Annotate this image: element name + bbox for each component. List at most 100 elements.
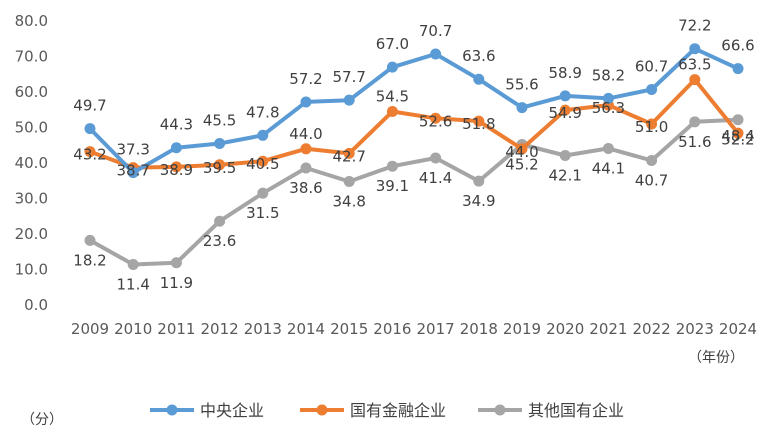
data-point	[430, 152, 442, 164]
data-point	[300, 143, 312, 155]
data-label: 56.3	[592, 99, 625, 117]
data-point	[516, 102, 528, 114]
data-label: 18.2	[73, 251, 106, 269]
series-line	[88, 77, 740, 170]
data-label: 34.8	[332, 192, 365, 210]
y-tick-label: 50.0	[15, 119, 48, 137]
data-point	[559, 90, 571, 102]
x-tick-label: 2009	[71, 320, 109, 338]
legend-marker	[494, 404, 506, 416]
data-label: 44.3	[160, 116, 193, 134]
data-point	[127, 167, 139, 179]
data-point	[689, 74, 701, 86]
x-tick-label: 2016	[373, 320, 411, 338]
data-point	[170, 142, 182, 154]
y-tick-label: 40.0	[15, 154, 48, 172]
data-label: 63.6	[462, 47, 495, 65]
data-point	[257, 155, 269, 167]
data-label: 31.5	[246, 204, 279, 222]
data-label: 52.2	[721, 131, 754, 149]
data-label: 38.7	[116, 162, 149, 180]
data-label: 38.6	[289, 179, 322, 197]
y-tick-label: 60.0	[15, 83, 48, 101]
x-axis-unit-label: （年份）	[688, 350, 744, 366]
data-point	[646, 155, 658, 167]
legend-label: 中央企业	[200, 401, 264, 420]
data-label: 51.8	[462, 115, 495, 133]
x-tick-label: 2023	[676, 320, 714, 338]
data-point	[559, 104, 571, 116]
data-label: 72.2	[678, 17, 711, 35]
data-point	[689, 43, 701, 55]
y-tick-label: 20.0	[15, 225, 48, 243]
data-label: 67.0	[376, 35, 409, 53]
data-point	[127, 259, 139, 271]
data-label: 58.9	[548, 64, 581, 82]
data-point	[84, 234, 96, 246]
y-tick-label: 30.0	[15, 190, 48, 208]
data-point	[170, 161, 182, 173]
data-label: 42.1	[548, 167, 581, 185]
data-label: 45.5	[203, 111, 236, 129]
data-label: 49.7	[73, 97, 106, 115]
data-label: 51.6	[678, 133, 711, 151]
x-tick-label: 2024	[719, 320, 757, 338]
data-label: 44.1	[592, 159, 625, 177]
x-tick-label: 2021	[589, 320, 627, 338]
data-point	[646, 118, 658, 130]
data-point	[430, 112, 442, 124]
series-line	[88, 46, 740, 175]
data-label: 39.1	[376, 177, 409, 195]
data-point	[430, 48, 442, 60]
data-point	[300, 96, 312, 108]
data-point	[170, 257, 182, 269]
y-tick-label: 0.0	[24, 296, 48, 314]
y-tick-label: 70.0	[15, 48, 48, 66]
x-tick-label: 2018	[460, 320, 498, 338]
x-tick-label: 2012	[201, 320, 239, 338]
data-label: 39.5	[203, 159, 236, 177]
data-point	[689, 116, 701, 128]
data-point	[257, 187, 269, 199]
y-tick-label: 80.0	[15, 12, 48, 30]
data-label: 40.5	[246, 155, 279, 173]
data-label: 66.6	[721, 37, 754, 55]
data-label: 51.0	[635, 118, 668, 136]
x-tick-label: 2011	[157, 320, 195, 338]
data-label: 42.7	[332, 147, 365, 165]
data-label: 63.5	[678, 56, 711, 74]
data-label: 44.0	[505, 143, 538, 161]
data-label: 54.9	[548, 104, 581, 122]
legend-marker	[166, 404, 178, 416]
data-point	[473, 115, 485, 127]
data-point	[214, 215, 226, 227]
y-tick-label: 10.0	[15, 261, 48, 279]
data-label: 57.2	[289, 70, 322, 88]
data-label: 58.2	[592, 66, 625, 84]
data-point	[386, 160, 398, 172]
x-tick-label: 2022	[633, 320, 671, 338]
x-tick-label: 2010	[114, 320, 152, 338]
data-point	[732, 114, 744, 126]
data-point	[84, 146, 96, 158]
legend-label: 国有金融企业	[350, 401, 446, 420]
data-label: 48.4	[721, 127, 754, 145]
legend-label: 其他国有企业	[528, 401, 624, 420]
data-label: 43.2	[73, 146, 106, 164]
data-point	[257, 129, 269, 141]
data-point	[732, 127, 744, 139]
data-label: 47.8	[246, 103, 279, 121]
data-point	[732, 63, 744, 75]
data-point	[84, 123, 96, 135]
y-axis-unit-label: （分）	[21, 412, 63, 428]
data-point	[602, 142, 614, 154]
data-label: 57.7	[332, 68, 365, 86]
data-point	[602, 92, 614, 104]
data-label: 38.9	[160, 161, 193, 179]
x-tick-label: 2015	[330, 320, 368, 338]
legend-marker	[316, 404, 328, 416]
data-label: 54.5	[376, 88, 409, 106]
x-tick-label: 2014	[287, 320, 325, 338]
